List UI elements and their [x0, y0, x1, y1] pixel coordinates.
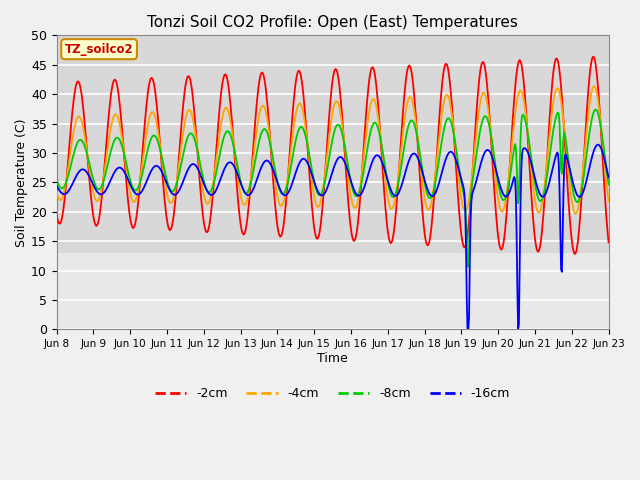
Text: TZ_soilco2: TZ_soilco2	[65, 43, 133, 56]
Title: Tonzi Soil CO2 Profile: Open (East) Temperatures: Tonzi Soil CO2 Profile: Open (East) Temp…	[147, 15, 518, 30]
Bar	[56, 36, 609, 253]
Legend: -2cm, -4cm, -8cm, -16cm: -2cm, -4cm, -8cm, -16cm	[150, 383, 515, 406]
X-axis label: Time: Time	[317, 352, 348, 365]
Y-axis label: Soil Temperature (C): Soil Temperature (C)	[15, 118, 28, 247]
